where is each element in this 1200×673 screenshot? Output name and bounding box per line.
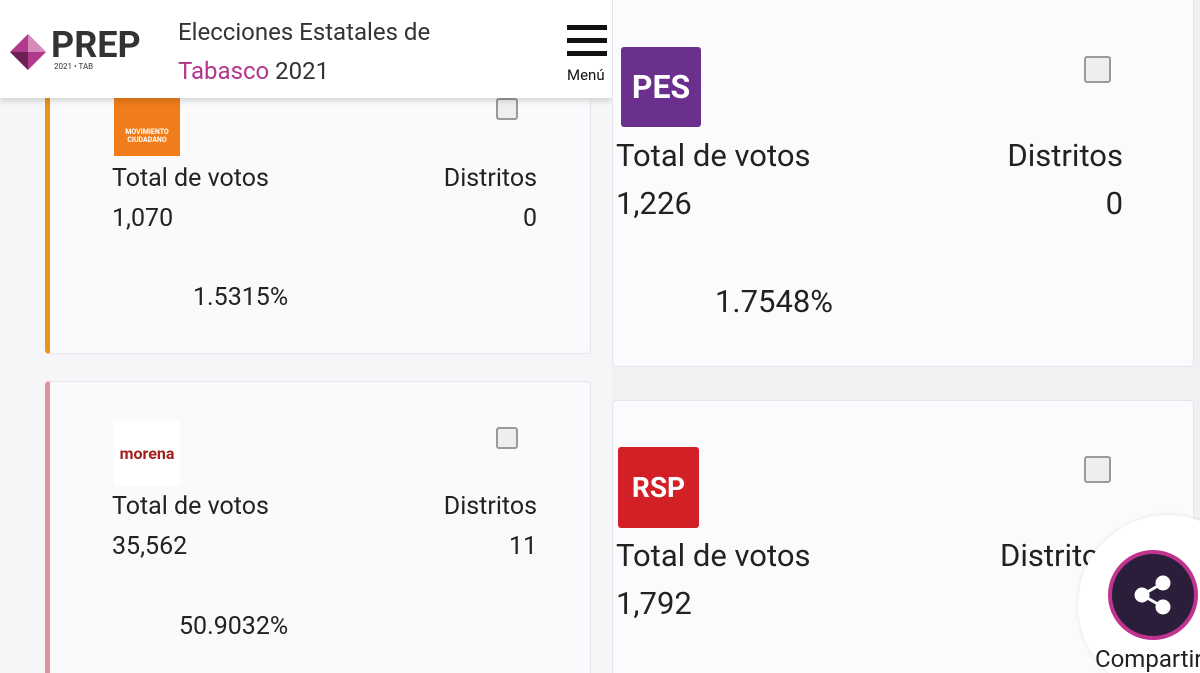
year: 2021: [275, 57, 330, 85]
logo-text: PREP: [51, 24, 141, 66]
checkbox[interactable]: [496, 427, 518, 449]
checkbox[interactable]: [1084, 456, 1111, 483]
logo-sub: 2021 • TAB: [54, 62, 94, 71]
logo-icon: [10, 34, 46, 70]
party-logo: PES: [621, 47, 701, 127]
votes-label: Total de votos: [616, 537, 811, 574]
districts-label: Distritos: [443, 492, 537, 521]
votes: 1,070: [112, 204, 174, 233]
party-logo: morena: [114, 421, 180, 486]
checkbox[interactable]: [1084, 56, 1111, 83]
right-screenshot: PES Total de votos Distritos 1,226 0 1.7…: [612, 0, 1200, 673]
percent: 50.9032%: [179, 612, 289, 641]
votes: 1,226: [616, 185, 692, 222]
votes-label: Total de votos: [112, 164, 269, 193]
header: PREP 2021 • TAB Elecciones Estatales de …: [0, 0, 612, 98]
party-card: morena Total de votos Distritos 35,562 1…: [45, 381, 591, 673]
districts: 0: [522, 204, 537, 233]
percent: 1.5315%: [193, 283, 289, 312]
votes-label: Total de votos: [112, 492, 269, 521]
menu-label: Menú: [567, 66, 605, 84]
share-label: Compartir: [1095, 645, 1200, 673]
state: Tabasco: [178, 57, 270, 85]
left-screenshot: MOVIMIENTO CIUDADANO Total de votos Dist…: [0, 0, 612, 673]
votes: 35,562: [112, 532, 188, 561]
share-icon: [1134, 575, 1171, 615]
share-button[interactable]: [1108, 550, 1198, 640]
title: Elecciones Estatales de: [178, 18, 431, 46]
checkbox[interactable]: [496, 98, 518, 120]
districts-label: Distritos: [443, 164, 537, 193]
votes-label: Total de votos: [616, 137, 811, 174]
title-line2: Tabasco 2021: [178, 57, 329, 85]
votes: 1,792: [616, 585, 692, 622]
percent: 1.7548%: [715, 283, 833, 320]
districts: 0: [1105, 185, 1123, 222]
districts: 11: [508, 532, 537, 561]
menu-button[interactable]: [567, 25, 607, 56]
districts-label: Distritos: [1007, 137, 1123, 174]
party-logo: RSP: [618, 447, 699, 528]
party-logo: MOVIMIENTO CIUDADANO: [114, 98, 180, 156]
party-card: PES Total de votos Distritos 1,226 0 1.7…: [612, 0, 1194, 367]
